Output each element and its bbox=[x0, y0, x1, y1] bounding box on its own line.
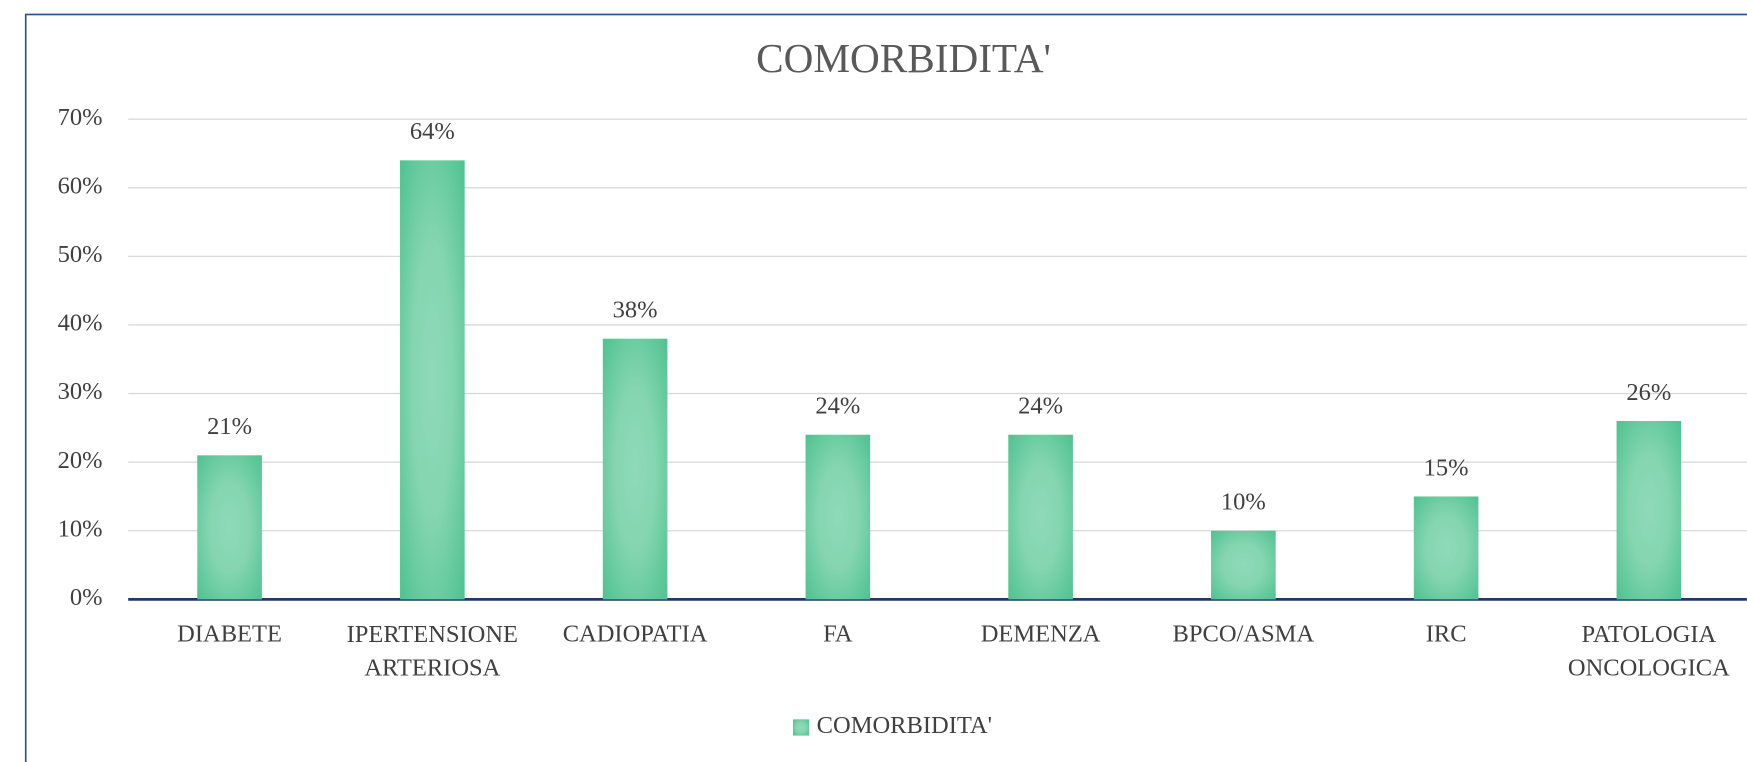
bar bbox=[1008, 434, 1073, 600]
x-tick-label: BPCO/ASMA bbox=[1173, 621, 1315, 648]
y-tick-label: 20% bbox=[58, 447, 103, 474]
legend-label: COMORBIDITA' bbox=[817, 712, 992, 739]
bar bbox=[805, 434, 871, 600]
data-label: 24% bbox=[815, 393, 860, 420]
x-tick-label: CADIOPATIA bbox=[563, 621, 708, 648]
x-tick-label: DIABETE bbox=[177, 621, 282, 648]
x-tick-label: DEMENZA bbox=[981, 621, 1101, 648]
data-label: 26% bbox=[1626, 379, 1671, 406]
y-tick-label: 40% bbox=[58, 310, 103, 337]
data-label: 15% bbox=[1424, 454, 1469, 481]
chart-border bbox=[24, 13, 1747, 762]
x-tick-label: FA bbox=[823, 621, 853, 648]
y-tick-label: 10% bbox=[58, 515, 103, 542]
y-tick-label: 30% bbox=[58, 378, 103, 405]
bar bbox=[197, 455, 262, 600]
x-tick-label: IPERTENSIONE ARTERIOSA bbox=[347, 621, 518, 681]
bar bbox=[1211, 530, 1276, 600]
bar bbox=[602, 338, 668, 600]
data-label: 38% bbox=[613, 297, 658, 324]
x-tick-label: IRC bbox=[1426, 621, 1467, 648]
data-label: 21% bbox=[207, 413, 252, 440]
bar bbox=[1616, 421, 1682, 600]
data-label: 10% bbox=[1221, 489, 1266, 516]
y-tick-label: 70% bbox=[58, 104, 103, 131]
chart-title: COMORBIDITA' bbox=[756, 35, 1051, 81]
data-label: 24% bbox=[1018, 393, 1063, 420]
data-label: 64% bbox=[410, 118, 455, 145]
legend-swatch bbox=[793, 719, 810, 736]
y-tick-label: 60% bbox=[58, 172, 103, 199]
y-tick-label: 50% bbox=[58, 241, 103, 268]
bar bbox=[400, 160, 465, 600]
y-tick-label: 0% bbox=[70, 584, 103, 611]
x-tick-label: PATOLOGIA ONCOLOGICA bbox=[1568, 621, 1730, 681]
bar bbox=[1413, 496, 1479, 600]
